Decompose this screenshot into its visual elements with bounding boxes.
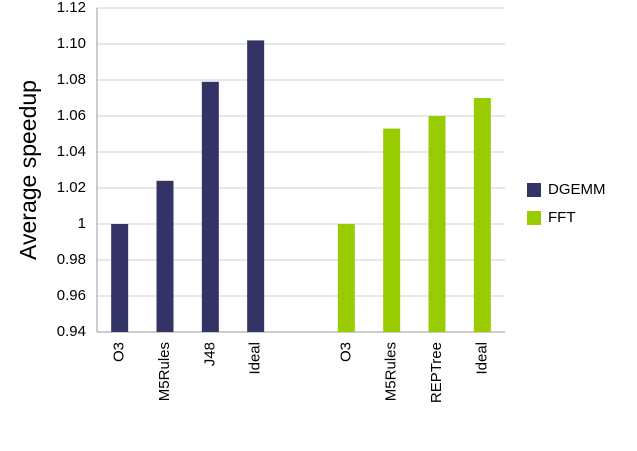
- x-tick-label: J48: [201, 342, 218, 366]
- x-tick-label: O3: [111, 342, 128, 362]
- y-tick-label: 1.12: [57, 0, 86, 16]
- y-tick-label: 0.94: [57, 323, 86, 340]
- legend-swatch: [527, 183, 541, 197]
- x-tick-label: M5Rules: [383, 342, 400, 401]
- y-tick-label: 1: [78, 215, 86, 232]
- x-tick-label: O3: [337, 342, 354, 362]
- y-tick-label: 0.98: [57, 251, 86, 268]
- y-axis-title: Average speedup: [15, 80, 41, 260]
- y-tick-label: 1.02: [57, 179, 86, 196]
- bar: [428, 116, 446, 332]
- legend-label: DGEMM: [548, 181, 606, 198]
- x-tick-label: M5Rules: [156, 342, 173, 401]
- bar: [247, 40, 265, 333]
- y-tick-label: 0.96: [57, 287, 86, 304]
- x-tick-label: Ideal: [247, 342, 264, 375]
- legend-swatch: [527, 211, 541, 225]
- x-tick-label: Ideal: [473, 342, 490, 375]
- bar: [111, 224, 129, 332]
- bar: [201, 81, 219, 332]
- y-tick-label: 1.06: [57, 107, 86, 124]
- bar: [473, 98, 491, 332]
- y-tick-label: 1.04: [57, 143, 86, 160]
- bar: [156, 180, 174, 332]
- bar: [337, 224, 355, 332]
- y-tick-label: 1.08: [57, 71, 86, 88]
- legend-label: FFT: [548, 209, 576, 226]
- x-tick-label: REPTree: [428, 342, 445, 403]
- y-tick-label: 1.10: [57, 35, 86, 52]
- bar: [383, 128, 401, 332]
